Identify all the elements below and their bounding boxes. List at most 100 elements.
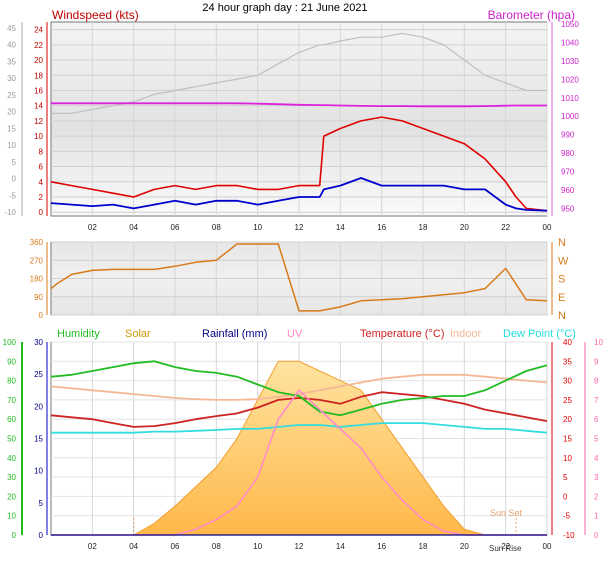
rainfall-tick-label: 25 [34, 370, 43, 379]
humidity-tick-label: 70 [7, 396, 16, 405]
baro-tick-label: 990 [561, 131, 575, 140]
humidity-tick-label: 40 [7, 454, 16, 463]
baro-tick-label: 1010 [561, 94, 579, 103]
direction-panel-series [50, 243, 548, 312]
x-tick-label: 06 [171, 542, 180, 551]
x-tick-label: 10 [253, 223, 262, 232]
humidity-tick-label: 10 [7, 512, 16, 521]
wind-tick-label: 4 [39, 178, 44, 187]
temp-tick-label: 20 [563, 415, 572, 424]
wind-tick-label: 14 [34, 102, 43, 111]
direction-tick-label: 360 [30, 238, 44, 247]
x-tick-label: 18 [419, 542, 428, 551]
gray-series-line [51, 32, 547, 114]
dew-point-line [51, 422, 548, 434]
wind-tick-label: 6 [39, 163, 44, 172]
x-tick-label: 08 [212, 223, 221, 232]
temp-tick-label: -5 [563, 512, 571, 521]
barometer-line [51, 102, 547, 108]
wind-tick-label: 24 [34, 26, 43, 35]
gray-tick-label: 25 [7, 91, 16, 100]
uv-tick-label: 4 [594, 454, 599, 463]
temp-tick-label: -10 [563, 531, 575, 540]
gray-tick-label: 45 [7, 24, 16, 33]
x-tick-label: 18 [419, 223, 428, 232]
uv-tick-label: 10 [594, 338, 603, 347]
gray-tick-label: 10 [7, 141, 16, 150]
humidity-tick-label: 60 [7, 415, 16, 424]
x-tick-label: 16 [377, 223, 386, 232]
uv-tick-label: 1 [594, 512, 599, 521]
windspeed-line [50, 116, 548, 212]
uv-tick-label: 5 [594, 435, 599, 444]
rainfall-tick-label: 0 [39, 531, 44, 540]
baro-tick-label: 950 [561, 205, 575, 214]
humidity-tick-label: 0 [12, 531, 17, 540]
rainfall-tick-label: 10 [34, 467, 43, 476]
indoor-line [50, 373, 548, 401]
temperature-panel-ticks: 4035302520151050-5-101098765432101009080… [3, 338, 604, 551]
temp-tick-label: 30 [563, 377, 572, 386]
temp-tick-label: 0 [563, 492, 568, 501]
x-tick-label: 22 [501, 542, 510, 551]
wind-tick-label: 16 [34, 86, 43, 95]
temp-tick-label: 15 [563, 435, 572, 444]
temp-tick-label: 10 [563, 454, 572, 463]
x-tick-label: 04 [129, 223, 138, 232]
temp-tick-label: 5 [563, 473, 568, 482]
baro-tick-label: 1050 [561, 20, 579, 29]
gray-tick-label: 30 [7, 74, 16, 83]
x-tick-label: 10 [253, 542, 262, 551]
rainfall-tick-label: 30 [34, 338, 43, 347]
direction-panel-grid [51, 241, 548, 316]
gray-tick-label: 5 [12, 158, 17, 167]
sun-set-label: Sun Set [490, 508, 523, 518]
baro-tick-label: 1030 [561, 57, 579, 66]
rainfall-tick-label: 5 [39, 499, 44, 508]
gray-tick-label: 15 [7, 124, 16, 133]
wind-direction-line [50, 243, 548, 312]
x-tick-label: 12 [295, 223, 304, 232]
temp-tick-label: 35 [563, 357, 572, 366]
compass-label: N [558, 237, 566, 249]
uv-tick-label: 3 [594, 473, 599, 482]
direction-tick-label: 270 [30, 256, 44, 265]
legend-humidity: Humidity [57, 328, 100, 340]
x-tick-label: 02 [88, 542, 97, 551]
legend-dew-point: Dew Point (°C) [503, 328, 576, 340]
x-tick-label: 16 [377, 542, 386, 551]
x-tick-label: 02 [88, 223, 97, 232]
wind-tick-label: 0 [39, 208, 44, 217]
x-tick-label: 20 [460, 223, 469, 232]
uv-tick-label: 8 [594, 377, 599, 386]
compass-label: N [558, 310, 566, 322]
legend-indoor: Indoor [450, 328, 482, 340]
temperature-panel-series [50, 360, 548, 536]
direction-tick-label: 0 [39, 311, 44, 320]
compass-label: W [558, 255, 569, 267]
temp-tick-label: 25 [563, 396, 572, 405]
x-tick-label: 00 [543, 223, 552, 232]
baro-tick-label: 1020 [561, 75, 579, 84]
x-tick-label: 06 [171, 223, 180, 232]
x-tick-label: 14 [336, 223, 345, 232]
x-tick-label: 12 [295, 542, 304, 551]
legend-solar: Solar [125, 328, 151, 340]
baro-tick-label: 960 [561, 186, 575, 195]
rainfall-tick-label: 15 [34, 435, 43, 444]
temperature-line [50, 391, 548, 428]
baro-tick-label: 970 [561, 168, 575, 177]
gray-tick-label: -10 [4, 208, 16, 217]
x-tick-label: 14 [336, 542, 345, 551]
baro-tick-label: 1000 [561, 112, 579, 121]
wind-tick-label: 2 [39, 193, 44, 202]
humidity-tick-label: 20 [7, 492, 16, 501]
wind-tick-label: 10 [34, 132, 43, 141]
legend-temperature: Temperature (°C) [360, 328, 444, 340]
humidity-tick-label: 100 [3, 338, 17, 347]
x-tick-label: 22 [501, 223, 510, 232]
barometer-axis-label: Barometer (hpa) [488, 8, 575, 22]
